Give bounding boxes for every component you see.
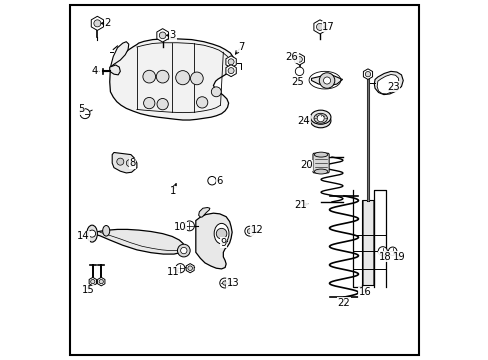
- Polygon shape: [313, 20, 325, 34]
- Text: 17: 17: [322, 22, 334, 32]
- Polygon shape: [98, 277, 105, 286]
- Circle shape: [247, 229, 252, 234]
- Circle shape: [88, 230, 96, 237]
- Circle shape: [207, 176, 216, 185]
- Circle shape: [244, 226, 254, 236]
- Circle shape: [211, 87, 221, 97]
- Polygon shape: [89, 277, 96, 286]
- FancyBboxPatch shape: [361, 201, 374, 285]
- Circle shape: [196, 97, 207, 108]
- Circle shape: [227, 59, 234, 65]
- Circle shape: [316, 23, 323, 30]
- Circle shape: [94, 20, 101, 27]
- Polygon shape: [195, 213, 232, 269]
- Polygon shape: [294, 54, 304, 65]
- FancyBboxPatch shape: [312, 153, 328, 173]
- Circle shape: [90, 279, 95, 284]
- Text: 5: 5: [78, 104, 84, 114]
- Text: 16: 16: [358, 287, 371, 297]
- Circle shape: [296, 57, 302, 62]
- Ellipse shape: [310, 114, 330, 128]
- Circle shape: [184, 221, 194, 231]
- Text: 2: 2: [104, 18, 111, 28]
- Circle shape: [317, 115, 324, 122]
- Circle shape: [99, 279, 103, 284]
- Text: 11: 11: [166, 267, 179, 277]
- Text: 25: 25: [290, 77, 303, 87]
- Ellipse shape: [310, 110, 330, 124]
- Ellipse shape: [214, 224, 228, 244]
- Polygon shape: [186, 264, 194, 273]
- Circle shape: [142, 70, 155, 83]
- Circle shape: [222, 281, 226, 285]
- Text: 12: 12: [250, 225, 263, 235]
- Ellipse shape: [313, 113, 327, 123]
- Text: 13: 13: [226, 278, 239, 288]
- Circle shape: [365, 72, 370, 77]
- Polygon shape: [225, 56, 236, 68]
- Ellipse shape: [102, 225, 109, 236]
- Circle shape: [175, 264, 184, 273]
- Ellipse shape: [314, 152, 327, 157]
- Text: 15: 15: [81, 285, 94, 295]
- Text: 23: 23: [386, 82, 399, 92]
- Circle shape: [319, 73, 334, 88]
- Text: 22: 22: [337, 298, 349, 308]
- Circle shape: [387, 247, 396, 256]
- Text: 8: 8: [129, 158, 135, 168]
- Polygon shape: [109, 39, 233, 120]
- Text: 14: 14: [77, 231, 90, 242]
- Ellipse shape: [314, 169, 327, 174]
- Text: 26: 26: [285, 52, 298, 62]
- Text: 18: 18: [378, 252, 390, 262]
- Circle shape: [216, 228, 226, 239]
- Circle shape: [295, 67, 303, 76]
- Circle shape: [377, 247, 386, 256]
- Circle shape: [227, 68, 234, 74]
- Circle shape: [156, 70, 169, 83]
- Text: 4: 4: [92, 66, 98, 76]
- Polygon shape: [225, 65, 236, 77]
- Polygon shape: [157, 29, 168, 42]
- Polygon shape: [110, 42, 128, 67]
- Circle shape: [159, 32, 165, 39]
- Circle shape: [180, 247, 186, 254]
- Polygon shape: [374, 71, 403, 95]
- Text: 3: 3: [169, 30, 176, 40]
- Circle shape: [323, 77, 330, 84]
- Text: 6: 6: [216, 176, 223, 186]
- Polygon shape: [198, 207, 209, 217]
- Polygon shape: [109, 65, 120, 75]
- Polygon shape: [112, 153, 137, 173]
- Text: 19: 19: [392, 252, 405, 262]
- Ellipse shape: [87, 225, 97, 242]
- Circle shape: [190, 72, 203, 85]
- Text: 24: 24: [297, 116, 309, 126]
- Polygon shape: [92, 229, 184, 254]
- Circle shape: [177, 244, 190, 257]
- Circle shape: [187, 266, 192, 270]
- Polygon shape: [311, 74, 342, 85]
- Text: 9: 9: [220, 238, 226, 248]
- Circle shape: [80, 109, 90, 118]
- Polygon shape: [91, 16, 103, 30]
- Circle shape: [219, 278, 229, 288]
- Circle shape: [143, 98, 155, 109]
- Text: 1: 1: [170, 186, 176, 196]
- Text: 21: 21: [294, 201, 306, 210]
- Circle shape: [157, 99, 168, 110]
- Circle shape: [126, 159, 133, 167]
- Polygon shape: [363, 69, 372, 80]
- Text: 7: 7: [237, 42, 244, 51]
- Circle shape: [117, 158, 123, 165]
- Text: 20: 20: [300, 160, 312, 170]
- Polygon shape: [376, 75, 398, 94]
- Circle shape: [175, 71, 189, 85]
- Text: 10: 10: [174, 221, 186, 231]
